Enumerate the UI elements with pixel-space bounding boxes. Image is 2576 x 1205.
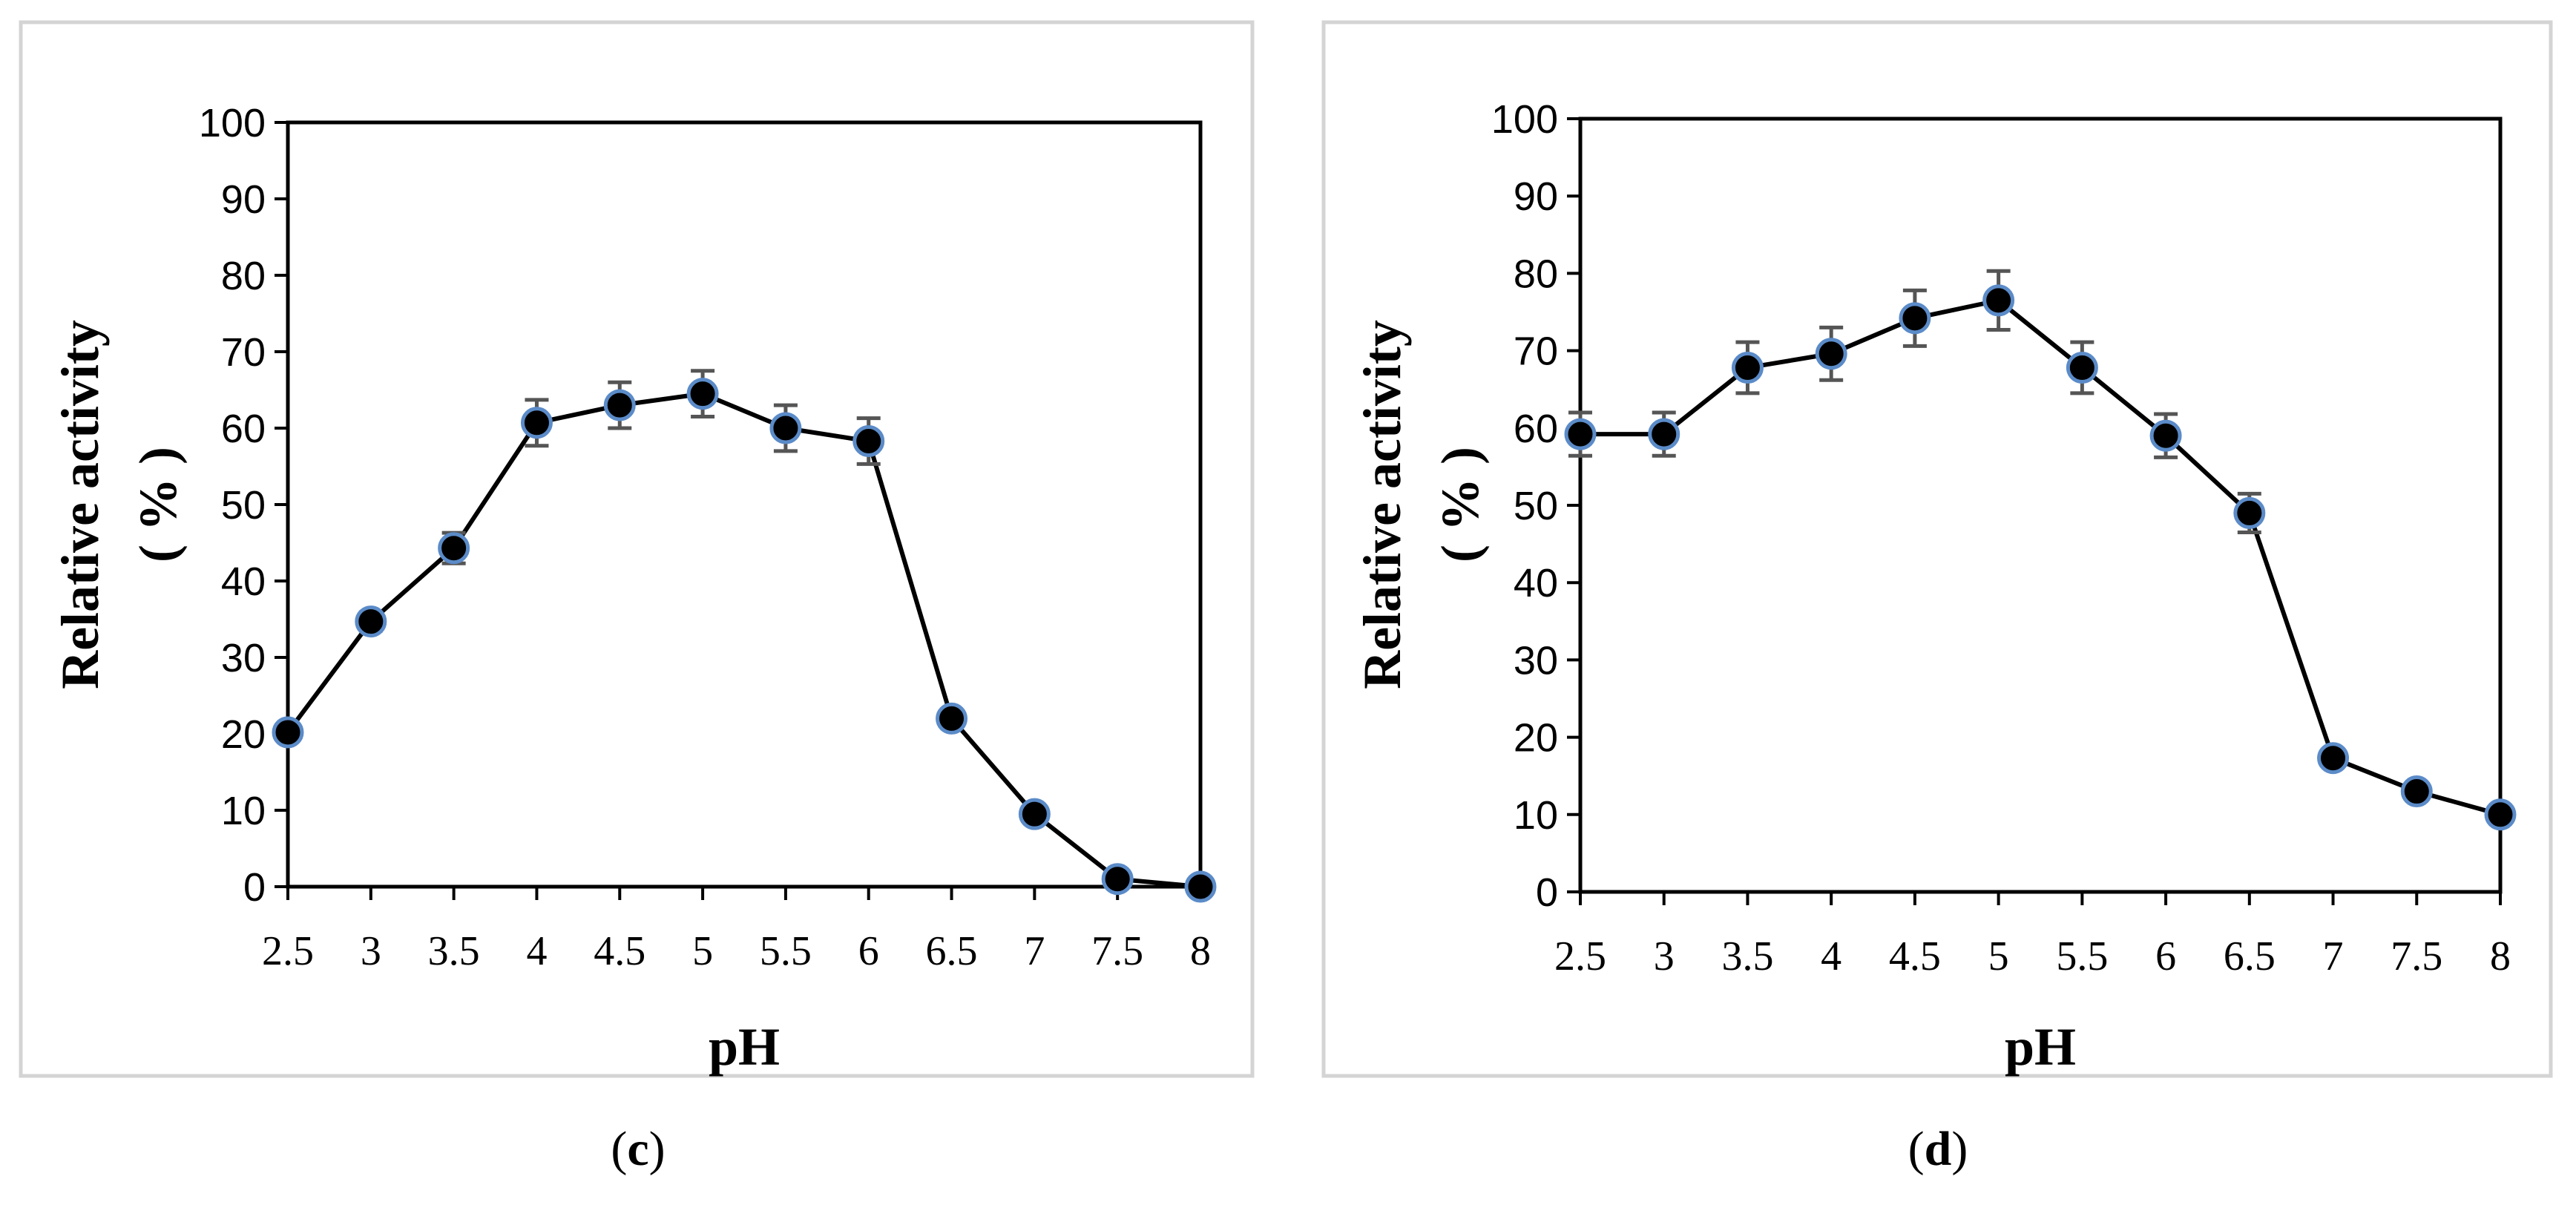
- data-point: [520, 407, 553, 439]
- chart-panel-c: 0 10 20 30 40 50 60 70 80 90 100 2.5 3 3.5 4 4.5 5 5.5 6 6.…: [19, 20, 1255, 1176]
- x-tick-label: 7: [1024, 928, 1045, 974]
- x-tick-label: 7.5: [1091, 928, 1143, 974]
- x-tick-label: 3.5: [428, 928, 480, 974]
- x-tick-label: 6.5: [2224, 933, 2276, 979]
- y-axis-title-unit: ( % ): [1430, 447, 1490, 562]
- x-tick-label: 8: [2490, 933, 2511, 979]
- series-line: [1580, 298, 2501, 817]
- data-point: [2317, 742, 2350, 775]
- y-tick-label: 10: [1514, 793, 1558, 838]
- y-axis-title: Relative activity: [50, 320, 110, 689]
- x-axis-title: pH: [709, 1017, 780, 1077]
- y-tick-label: 90: [1514, 174, 1558, 219]
- data-point: [1731, 352, 1764, 384]
- x-tick-label: 8: [1190, 928, 1211, 974]
- x-tick-label: 6: [2155, 933, 2176, 979]
- plot-area: [286, 120, 1203, 889]
- y-tick-label: 90: [221, 177, 266, 222]
- x-tick-label: 4: [1821, 933, 1841, 979]
- y-axis-title: Relative activity: [1353, 320, 1412, 689]
- y-tick-label: 100: [1491, 97, 1558, 142]
- panel-caption: (c): [611, 1122, 665, 1176]
- data-point: [1815, 338, 1847, 370]
- data-point: [1184, 870, 1217, 903]
- x-tick-label: 4.5: [594, 928, 645, 974]
- data-point: [272, 716, 304, 749]
- y-tick-label: 80: [1514, 252, 1558, 296]
- data-point: [1648, 418, 1680, 450]
- y-tick-label: 10: [221, 789, 266, 833]
- y-tick-label: 0: [243, 865, 266, 910]
- data-point: [1564, 418, 1597, 450]
- y-tick-label: 20: [221, 712, 266, 757]
- y-tick-label: 30: [1514, 638, 1558, 683]
- y-tick-label: 30: [221, 636, 266, 680]
- x-tick-label: 6.5: [926, 928, 978, 974]
- data-point: [1018, 798, 1051, 830]
- x-axis-title: pH: [2005, 1017, 2076, 1077]
- y-tick-label: 60: [1514, 407, 1558, 451]
- chart-frame: [1321, 20, 2553, 1078]
- data-point: [438, 532, 470, 565]
- y-tick-label: 70: [1514, 329, 1558, 374]
- y-axis-title-unit: ( % ): [128, 447, 188, 562]
- y-tick-label: 80: [221, 254, 266, 298]
- plot-area: [1578, 116, 2503, 894]
- data-point: [1101, 863, 1134, 896]
- data-point: [2066, 352, 2098, 384]
- x-tick-label: 7: [2323, 933, 2344, 979]
- data-point: [852, 425, 885, 458]
- x-tick-label: 5.5: [760, 928, 812, 974]
- x-tick-label: 5.5: [2056, 933, 2108, 979]
- chart-panel-d: 0 10 20 30 40 50 60 70 80 90 100 2.5 3 3.5 4 4.5 5 5.5 6 6.…: [1321, 20, 2553, 1176]
- x-tick-label: 3: [1654, 933, 1675, 979]
- x-tick-label: 3: [361, 928, 381, 974]
- data-point: [686, 378, 719, 410]
- y-tick-label: 100: [199, 101, 266, 145]
- x-tick-label: 4: [526, 928, 547, 974]
- y-tick-label: 70: [221, 330, 266, 375]
- x-tick-label: 2.5: [262, 928, 314, 974]
- x-tick-label: 5: [1988, 933, 2009, 979]
- y-tick-label: 50: [221, 483, 266, 528]
- y-tick-label: 40: [1514, 561, 1558, 605]
- data-point: [2233, 496, 2266, 529]
- x-tick-label: 6: [858, 928, 879, 974]
- data-point: [1982, 284, 2015, 317]
- series-line: [286, 391, 1201, 889]
- x-tick-label: 3.5: [1721, 933, 1773, 979]
- y-tick-label: 0: [1536, 870, 1558, 915]
- y-tick-label: 60: [221, 407, 266, 451]
- data-point: [2484, 798, 2517, 831]
- chart-frame: [19, 20, 1255, 1078]
- y-tick-label: 20: [1514, 716, 1558, 761]
- panel-caption: (d): [1908, 1122, 1968, 1176]
- data-point: [769, 412, 802, 444]
- data-point: [1899, 302, 1931, 335]
- x-tick-label: 7.5: [2391, 933, 2442, 979]
- data-point: [936, 702, 968, 735]
- data-point: [2149, 419, 2182, 452]
- x-tick-label: 4.5: [1889, 933, 1941, 979]
- x-tick-label: 2.5: [1554, 933, 1606, 979]
- data-point: [2400, 775, 2433, 808]
- y-tick-label: 50: [1514, 484, 1558, 528]
- x-tick-label: 5: [692, 928, 713, 974]
- y-tick-label: 40: [221, 559, 266, 604]
- data-point: [355, 605, 387, 638]
- data-point: [603, 389, 636, 421]
